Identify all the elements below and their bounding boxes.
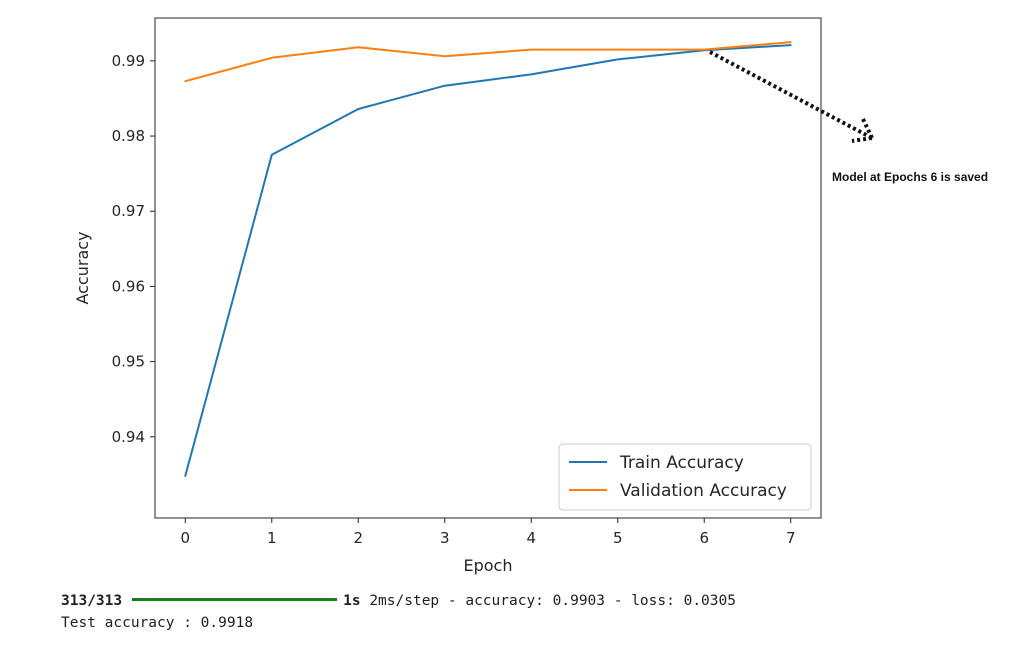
x-tick-label: 6 <box>699 529 709 547</box>
series-lines <box>184 41 792 477</box>
x-tick-label: 7 <box>786 529 796 547</box>
y-tick-label: 0.94 <box>112 428 145 446</box>
legend: Train Accuracy Validation Accuracy <box>558 443 812 511</box>
y-axis-title: Accuracy <box>73 231 92 304</box>
eval-time: 1s <box>343 593 361 609</box>
x-tick-label: 5 <box>613 529 623 547</box>
eval-metrics: 2ms/step - accuracy: 0.9903 - loss: 0.03… <box>369 593 736 609</box>
annotation-arrow-head-top <box>860 116 874 139</box>
x-tick-label: 0 <box>180 529 190 547</box>
y-tick-label: 0.96 <box>112 277 145 295</box>
x-axis-title: Epoch <box>464 556 513 575</box>
plot-frame <box>154 17 822 519</box>
progress-count: 313/313 <box>61 593 123 609</box>
x-tick-label: 4 <box>526 529 536 547</box>
annotation-arrow-shaft <box>709 50 873 140</box>
console-output: 313/313 1s 2ms/step - accuracy: 0.9903 - … <box>61 590 1001 634</box>
x-tick-label: 2 <box>353 529 363 547</box>
legend-label-validation: Validation Accuracy <box>620 481 787 501</box>
y-tick-label: 0.97 <box>112 202 145 220</box>
series-line-train <box>184 44 792 477</box>
x-axis: 0 1 2 3 4 5 6 7 <box>180 518 796 547</box>
series-line-validation <box>184 41 792 83</box>
legend-label-train: Train Accuracy <box>619 453 744 473</box>
legend-box <box>558 443 812 511</box>
y-axis: 0.94 0.95 0.96 0.97 0.98 0.99 <box>112 52 155 446</box>
progress-bar <box>132 597 338 601</box>
x-tick-label: 3 <box>440 529 450 547</box>
x-tick-label: 1 <box>267 529 277 547</box>
test-accuracy-line: Test accuracy : 0.9918 <box>61 615 254 631</box>
annotation-text: Model at Epochs 6 is saved <box>832 170 988 184</box>
y-tick-label: 0.99 <box>112 52 145 70</box>
annotation: Model at Epochs 6 is saved <box>709 50 988 184</box>
y-tick-label: 0.95 <box>112 353 145 371</box>
eval-progress-line: 313/313 1s 2ms/step - accuracy: 0.9903 - … <box>61 590 1001 612</box>
y-tick-label: 0.98 <box>112 127 145 145</box>
